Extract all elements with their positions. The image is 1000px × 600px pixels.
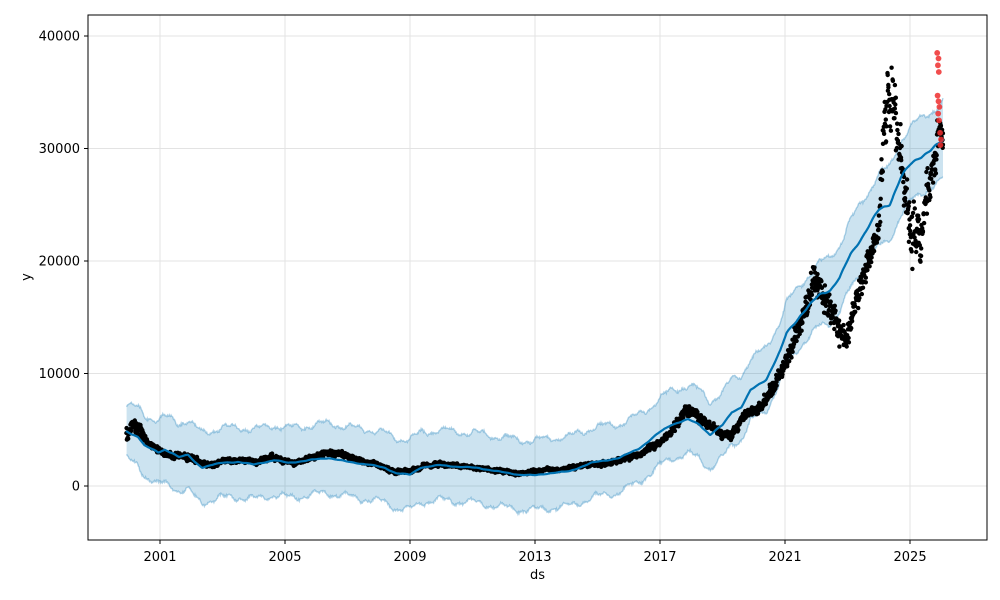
svg-text:0: 0	[72, 480, 80, 495]
svg-text:40000: 40000	[39, 30, 80, 45]
svg-text:10000: 10000	[39, 367, 80, 382]
svg-text:2009: 2009	[393, 550, 426, 565]
svg-text:2021: 2021	[769, 550, 802, 565]
y-axis-label: y	[19, 273, 35, 281]
svg-text:20000: 20000	[39, 255, 80, 270]
svg-text:2017: 2017	[643, 550, 676, 565]
svg-text:30000: 30000	[39, 142, 80, 157]
svg-text:2025: 2025	[894, 550, 927, 565]
svg-text:2001: 2001	[143, 550, 176, 565]
svg-text:2013: 2013	[518, 550, 551, 565]
x-axis-label: ds	[529, 568, 546, 583]
svg-text:2005: 2005	[268, 550, 301, 565]
